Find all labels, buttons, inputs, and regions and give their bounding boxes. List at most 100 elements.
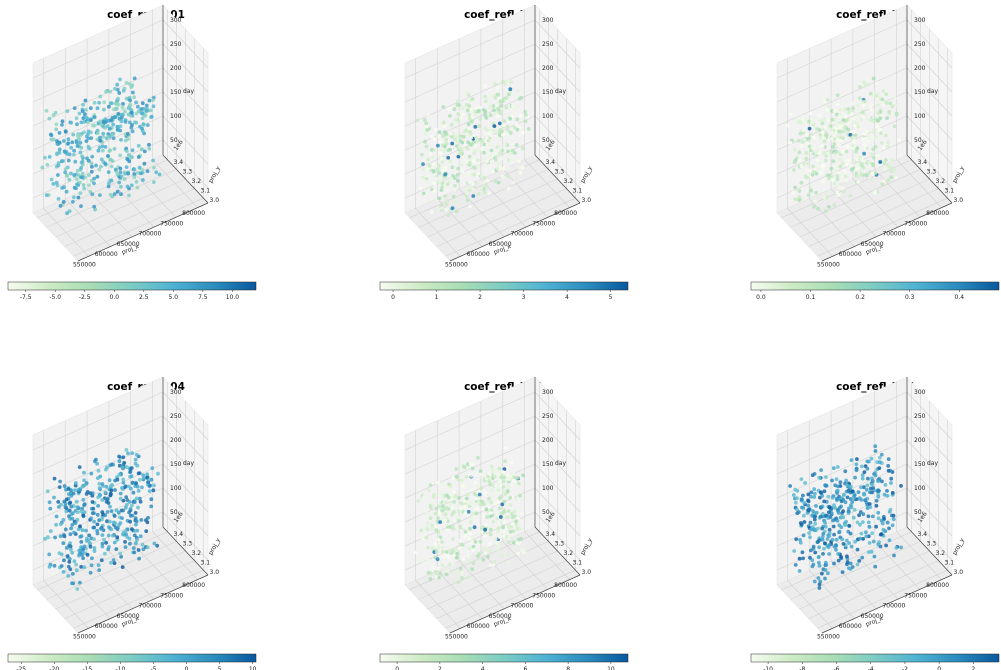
scatter-point: [466, 509, 471, 514]
scatter-point: [822, 99, 827, 104]
scatter-point: [136, 505, 140, 510]
scatter-point: [44, 193, 49, 198]
colorbar: [750, 653, 1000, 663]
scatter-point: [468, 204, 472, 209]
scatter-point: [130, 123, 134, 127]
z-tick-label: 250: [542, 413, 554, 420]
scatter-point: [117, 472, 122, 477]
scatter-point: [841, 118, 846, 122]
scatter-point: [488, 153, 493, 158]
scatter-point: [85, 536, 89, 541]
scatter-point: [113, 478, 117, 483]
scatter-point: [56, 500, 61, 504]
scatter-point: [464, 103, 469, 107]
grid-line: [906, 67, 953, 117]
scatter-point: [72, 530, 76, 535]
scatter-point: [835, 177, 840, 182]
scatter-point: [818, 161, 823, 165]
scatter-point: [121, 498, 126, 503]
scatter-point: [95, 512, 100, 517]
scatter-point: [830, 537, 835, 542]
scatter-point: [446, 213, 451, 218]
scatter-point: [450, 512, 454, 517]
scatter-point: [818, 579, 823, 584]
scatter-point: [876, 510, 881, 515]
scatter-point: [859, 531, 864, 536]
scatter-point: [797, 189, 802, 193]
grid-line: [445, 197, 576, 257]
scatter-point: [838, 182, 843, 187]
scatter-point: [473, 166, 477, 171]
z-tick-label: 200: [542, 65, 554, 72]
scatter-point: [859, 172, 864, 176]
scatter-point: [457, 546, 462, 551]
scatter-point: [119, 554, 123, 559]
scatter-point: [890, 158, 895, 163]
scatter-point: [126, 451, 130, 456]
scatter-point: [466, 140, 470, 145]
scatter-point: [519, 95, 524, 100]
x-tick-label: 700000: [510, 231, 533, 238]
scatter-point: [68, 500, 73, 505]
grid-line: [534, 511, 581, 561]
scatter-point: [451, 173, 455, 178]
z-axis-label: day: [927, 460, 938, 467]
subplot-2: coef_refl_b02550000600000650000700000750…: [379, 4, 629, 301]
scatter-point: [488, 113, 493, 118]
scatter-point: [841, 498, 846, 502]
scatter-point: [487, 105, 492, 110]
scatter-point: [813, 199, 818, 204]
scatter-point: [894, 113, 899, 117]
z-tick-label: 150: [542, 89, 554, 96]
scatter-point: [75, 122, 79, 127]
grid-line: [32, 43, 164, 103]
scatter-point: [75, 510, 80, 515]
scatter-point: [430, 523, 434, 528]
scatter-point: [65, 211, 69, 216]
scatter-point: [64, 497, 69, 502]
scatter-point: [108, 157, 113, 162]
scatter-point: [92, 519, 96, 524]
scatter-point: [132, 533, 137, 538]
scatter-point: [87, 183, 91, 188]
scatter-point: [501, 97, 506, 101]
scatter-point: [136, 155, 141, 159]
scatter-point: [809, 121, 814, 125]
scatter-point: [149, 477, 154, 482]
scatter-point: [483, 533, 487, 538]
scatter-point: [144, 529, 149, 534]
scatter-point: [109, 488, 114, 493]
scatter-point: [788, 140, 793, 145]
scatter-point: [524, 113, 528, 117]
scatter-point: [817, 563, 822, 568]
scatter-point: [448, 159, 453, 164]
scatter-point: [448, 114, 452, 118]
scatter-point: [53, 110, 58, 115]
scatter-point: [427, 163, 432, 168]
scatter-point: [796, 510, 801, 515]
scatter-point: [889, 165, 893, 170]
scatter-point: [439, 156, 444, 161]
scatter-point: [823, 125, 828, 130]
scatter-point: [80, 154, 84, 159]
subplot-6: coef_refl_b07550000600000650000700000750…: [750, 376, 1000, 670]
grid-line: [776, 43, 908, 103]
scatter-point: [145, 472, 150, 477]
scatter-point: [510, 103, 515, 108]
y-tick-label: 3.4: [546, 531, 556, 538]
grid-line: [776, 415, 908, 475]
scatter-point: [127, 120, 132, 125]
scatter-point: [124, 448, 129, 452]
scatter-point: [108, 192, 113, 197]
grid-line: [534, 67, 581, 117]
scatter-point: [890, 523, 895, 528]
scatter-point: [471, 187, 476, 192]
scatter-point: [515, 105, 520, 109]
scatter-point: [818, 132, 823, 137]
z-tick-label: 300: [542, 389, 554, 396]
scatter-point: [66, 141, 71, 146]
scatter-point: [890, 104, 895, 109]
scatter-point: [871, 115, 876, 120]
scatter-point: [112, 115, 117, 119]
scatter-point: [495, 154, 500, 158]
